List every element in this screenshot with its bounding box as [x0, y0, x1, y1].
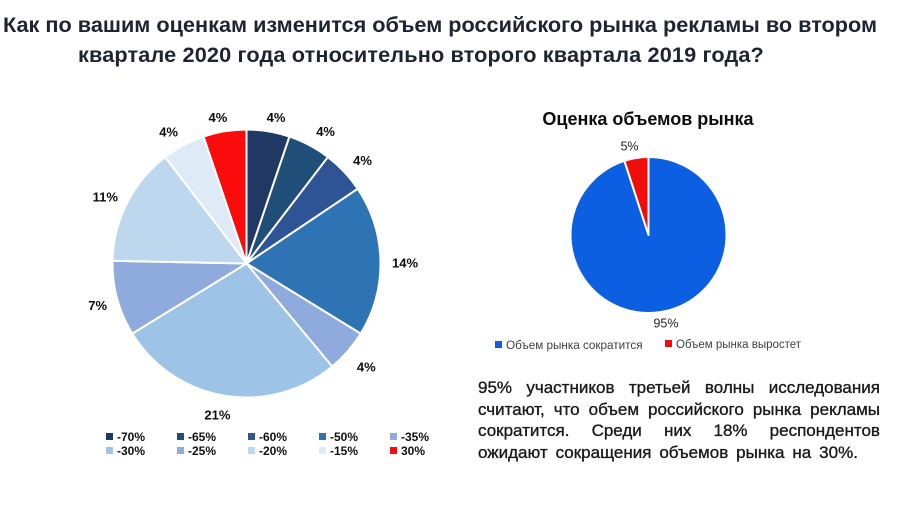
svg-text:4%: 4% [159, 124, 178, 139]
svg-text:4%: 4% [353, 153, 372, 168]
svg-text:7%: 7% [88, 298, 107, 313]
svg-text:21%: 21% [204, 408, 230, 423]
svg-text:5%: 5% [620, 140, 638, 154]
svg-text:11%: 11% [93, 190, 119, 205]
svg-text:14%: 14% [392, 256, 418, 271]
svg-text:4%: 4% [209, 110, 228, 125]
svg-text:4%: 4% [316, 124, 335, 139]
svg-text:4%: 4% [267, 110, 286, 125]
svg-text:95%: 95% [653, 317, 678, 331]
svg-text:4%: 4% [357, 359, 376, 374]
